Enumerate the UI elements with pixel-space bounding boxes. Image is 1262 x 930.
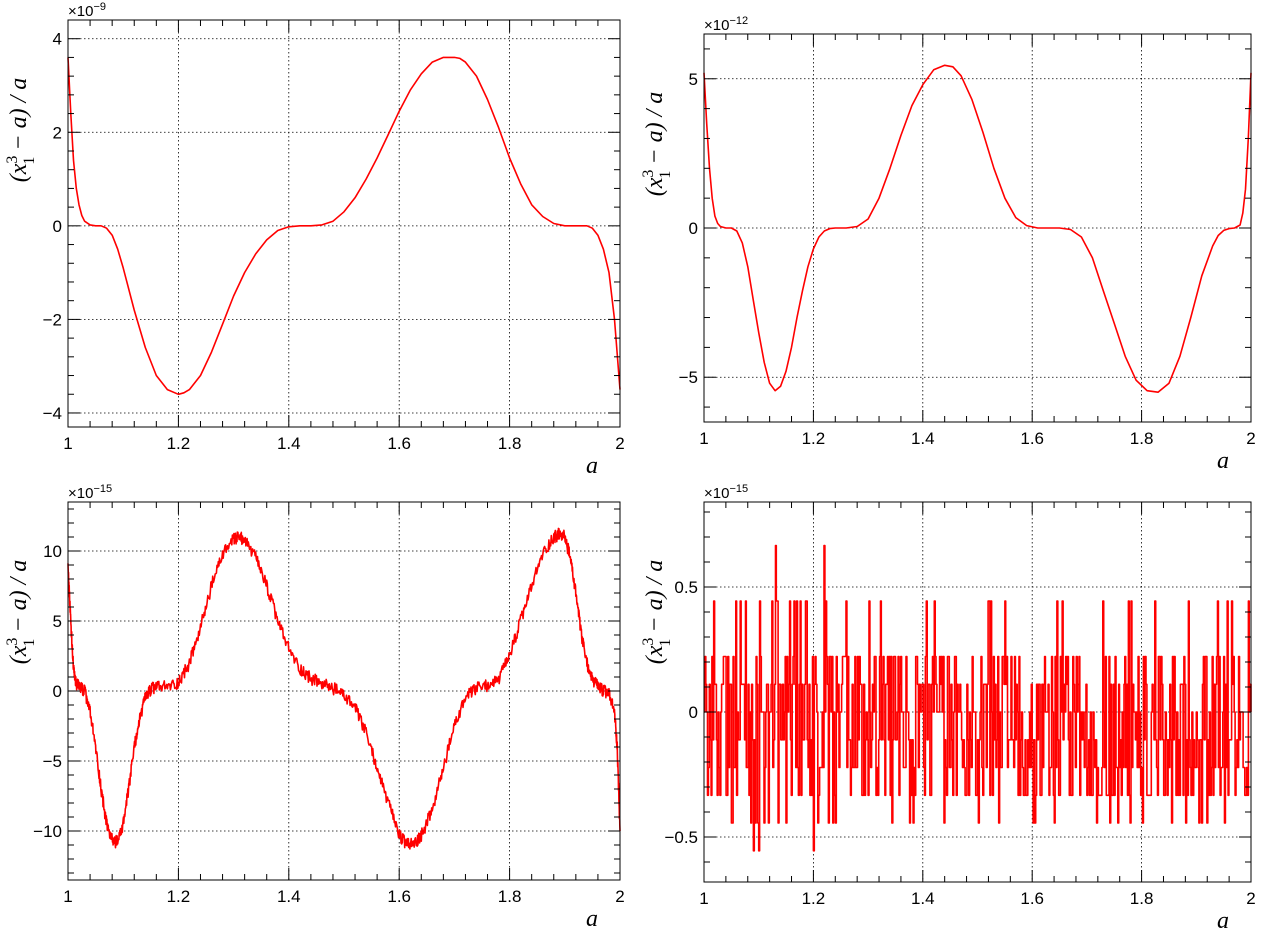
- x-tick-label: 1.8: [1130, 889, 1154, 908]
- x-tick-label: 2: [615, 434, 624, 453]
- x-tick-label: 1.6: [1020, 429, 1044, 448]
- y-tick-label: −5: [679, 368, 698, 387]
- y-tick-label: 0: [689, 219, 698, 238]
- x-tick-label: 1.2: [167, 887, 191, 906]
- y-tick-label: −10: [33, 822, 62, 841]
- chart-panel-top-left: 1 1.2 1.4 1.6 1.8 2 −4 −2 0 2 4 ×10−9 a (x31 − a) / a: [4, 1, 625, 479]
- y-tick-label: 4: [53, 30, 62, 49]
- x-tick-label: 1: [699, 889, 708, 908]
- y-tick-label: 2: [53, 123, 62, 142]
- x-axis-title: a: [1217, 908, 1229, 930]
- x-tick-label: 1.8: [1130, 429, 1154, 448]
- y-tick-label: 5: [53, 612, 62, 631]
- y-axis-multiplier: ×10−12: [704, 15, 748, 34]
- y-tick-label: −4: [43, 404, 62, 423]
- x-axis-title: a: [586, 906, 598, 930]
- chart-panel-bottom-right: 1 1.2 1.4 1.6 1.8 2 −0.5 0 0.5 ×10−15 a (x31 − a) /…: [640, 483, 1256, 930]
- y-tick-label: 0: [689, 703, 698, 722]
- x-tick-label: 1.6: [1020, 889, 1044, 908]
- y-tick-label: −2: [43, 310, 62, 329]
- y-axis-multiplier: ×10−15: [68, 483, 112, 502]
- x-axis-title: a: [586, 453, 598, 479]
- y-axis-title: (x31 − a) / a: [4, 78, 38, 183]
- x-tick-label: 1.8: [498, 887, 522, 906]
- y-tick-label: 10: [43, 542, 62, 561]
- x-tick-label: 1.6: [387, 887, 411, 906]
- plot-frame: [703, 501, 1252, 883]
- data-series-line: [703, 64, 1252, 393]
- x-tick-label: 1: [63, 887, 72, 906]
- x-axis-title: a: [1217, 448, 1229, 474]
- plot-frame: [67, 19, 621, 428]
- y-tick-label: 5: [689, 70, 698, 89]
- y-axis-title: (x31 − a) / a: [640, 560, 674, 665]
- x-tick-label: 1.2: [802, 889, 826, 908]
- chart-panel-bottom-left: 1 1.2 1.4 1.6 1.8 2 −10 −5 0 5 10 ×10−15 a (x31 − a) …: [4, 483, 625, 930]
- y-tick-label: −0.5: [664, 828, 698, 847]
- y-axis-title: (x31 − a) / a: [4, 560, 38, 665]
- x-tick-label: 1.4: [277, 434, 301, 453]
- x-tick-label: 1.6: [387, 434, 411, 453]
- x-tick-label: 2: [1246, 429, 1255, 448]
- y-tick-label: 0: [53, 682, 62, 701]
- x-tick-label: 1.8: [498, 434, 522, 453]
- y-tick-label: 0.5: [674, 578, 698, 597]
- x-tick-label: 1.2: [167, 434, 191, 453]
- y-tick-label: −5: [43, 752, 62, 771]
- x-tick-label: 2: [1246, 889, 1255, 908]
- x-tick-label: 1: [699, 429, 708, 448]
- y-tick-label: 0: [53, 217, 62, 236]
- y-axis-multiplier: ×10−15: [704, 483, 748, 502]
- data-series-line: [67, 56, 621, 396]
- x-tick-label: 1.4: [911, 429, 935, 448]
- data-series-line: [67, 527, 621, 850]
- x-tick-label: 1.2: [802, 429, 826, 448]
- chart-panel-top-right: 1 1.2 1.4 1.6 1.8 2 −5 0 5 ×10−12 a (x31 − a) / a: [640, 15, 1256, 474]
- y-axis-title: (x31 − a) / a: [640, 92, 674, 197]
- x-tick-label: 2: [615, 887, 624, 906]
- y-axis-multiplier: ×10−9: [68, 1, 106, 20]
- x-tick-label: 1.4: [277, 887, 301, 906]
- x-tick-label: 1: [63, 434, 72, 453]
- data-series-line: [704, 544, 1252, 852]
- x-tick-label: 1.4: [911, 889, 935, 908]
